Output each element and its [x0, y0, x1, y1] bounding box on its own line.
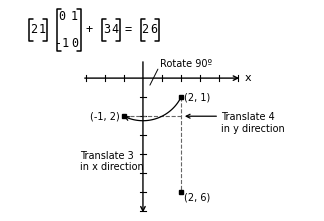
Text: (2, 6): (2, 6) [184, 192, 210, 202]
Text: -1: -1 [55, 37, 69, 50]
Text: 1: 1 [71, 10, 78, 23]
Text: Translate 3
in x direction: Translate 3 in x direction [80, 151, 144, 172]
Text: 0: 0 [59, 10, 66, 23]
Text: (2, 1): (2, 1) [184, 92, 210, 102]
Text: 3: 3 [103, 23, 110, 36]
Text: 1: 1 [39, 23, 46, 36]
Text: 2: 2 [142, 23, 149, 36]
Text: +: + [86, 23, 93, 36]
Text: 4: 4 [111, 23, 119, 36]
Text: (-1, 2): (-1, 2) [90, 111, 120, 121]
Text: 0: 0 [71, 37, 78, 50]
Text: x: x [245, 73, 251, 83]
Text: Rotate 90º: Rotate 90º [160, 59, 212, 69]
Text: =: = [124, 23, 132, 36]
Text: 6: 6 [150, 23, 157, 36]
Text: 2: 2 [30, 23, 37, 36]
Text: Translate 4
in y direction: Translate 4 in y direction [221, 112, 285, 134]
